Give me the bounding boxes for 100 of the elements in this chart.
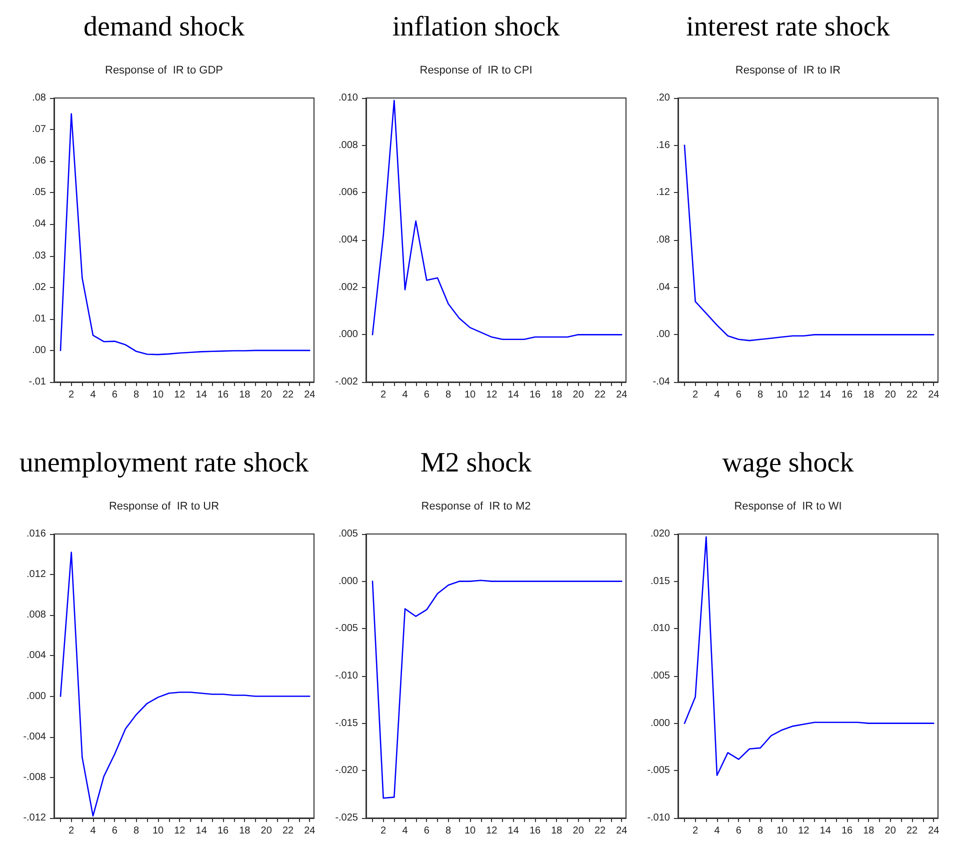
line-series (684, 144, 934, 342)
x-tick-label: 22 (594, 390, 606, 400)
y-tick-label: -.010 (335, 670, 358, 682)
x-tick-label: 6 (112, 826, 118, 836)
line-series (372, 580, 622, 799)
x-tick-label: 2 (380, 390, 387, 400)
x-tick-label: 24 (304, 826, 316, 836)
x-tick-label: 10 (152, 390, 164, 400)
y-tick-label: .008 (338, 140, 358, 151)
x-tick-label: 8 (446, 826, 452, 836)
y-tick-label: .008 (26, 610, 46, 621)
y-tick-label: .00 (656, 329, 670, 340)
x-tick-label: 6 (424, 826, 430, 836)
x-tick-label: 8 (758, 826, 764, 836)
y-tick-label: .06 (32, 156, 46, 167)
x-tick-label: 16 (841, 390, 853, 400)
x-tick-label: 2 (692, 390, 699, 400)
x-tick-label: 2 (68, 826, 75, 836)
x-tick-label: 10 (776, 390, 788, 400)
x-tick-label: 22 (282, 390, 294, 400)
y-tick-label: -.012 (23, 812, 46, 824)
x-tick-label: 12 (486, 390, 498, 400)
y-tick-label: .004 (26, 650, 46, 662)
x-tick-label: 24 (928, 390, 940, 400)
x-tick-label: 16 (217, 390, 229, 400)
y-tick-label: .000 (338, 576, 358, 587)
x-tick-label: 10 (152, 826, 164, 836)
x-tick-label: 14 (820, 826, 832, 836)
x-tick-label: 4 (90, 390, 96, 400)
y-tick-label: .20 (656, 92, 670, 104)
x-tick-label: 12 (174, 826, 186, 836)
x-tick-label: 18 (551, 826, 563, 836)
y-tick-label: -.002 (335, 376, 358, 388)
chart-title: inflation shock (392, 12, 560, 42)
y-tick-label: -.010 (647, 812, 670, 824)
x-tick-label: 18 (863, 826, 875, 836)
y-tick-label: -.005 (335, 623, 358, 634)
x-tick-label: 14 (508, 826, 520, 836)
y-tick-label: .004 (338, 234, 358, 246)
y-tick-label: -.020 (335, 765, 358, 776)
chart-title: interest rate shock (686, 12, 890, 42)
y-tick-label: .12 (656, 187, 670, 198)
y-tick-label: .000 (338, 329, 358, 340)
x-tick-label: 4 (714, 826, 720, 836)
line-series (684, 536, 934, 776)
chart-subtitle: Response of IR to GDP (105, 64, 223, 76)
y-tick-label: .16 (656, 140, 670, 151)
y-tick-label: .08 (656, 234, 670, 246)
x-tick-label: 24 (616, 826, 628, 836)
x-tick-label: 2 (68, 390, 75, 400)
x-tick-label: 6 (736, 826, 742, 836)
line-series (372, 100, 622, 340)
chart-title: wage shock (722, 448, 854, 478)
y-tick-label: .015 (650, 576, 670, 587)
x-tick-label: 20 (260, 390, 272, 400)
y-tick-label: .002 (338, 282, 358, 293)
line-series (60, 552, 310, 817)
y-tick-label: .005 (338, 528, 358, 540)
x-tick-label: 16 (529, 390, 541, 400)
chart-title: demand shock (84, 12, 244, 42)
y-tick-label: .005 (650, 670, 670, 682)
x-tick-label: 8 (134, 826, 140, 836)
x-tick-label: 6 (736, 390, 742, 400)
y-tick-label: .08 (32, 92, 46, 104)
x-tick-label: 18 (239, 390, 251, 400)
x-tick-label: 14 (820, 390, 832, 400)
x-tick-label: 10 (464, 826, 476, 836)
x-tick-label: 4 (714, 390, 720, 400)
y-tick-label: .00 (32, 344, 46, 356)
x-tick-label: 24 (304, 390, 316, 400)
x-tick-label: 22 (282, 826, 294, 836)
x-tick-label: 8 (134, 390, 140, 400)
x-tick-label: 22 (906, 390, 918, 400)
x-tick-label: 14 (196, 826, 208, 836)
x-tick-label: 22 (594, 826, 606, 836)
x-tick-label: 20 (884, 826, 896, 836)
x-tick-label: 8 (446, 390, 452, 400)
y-tick-label: -.01 (28, 376, 46, 388)
line-series (60, 113, 310, 356)
y-tick-label: .02 (32, 282, 46, 293)
x-tick-label: 4 (90, 826, 96, 836)
y-tick-label: .07 (32, 124, 46, 136)
x-tick-label: 22 (906, 826, 918, 836)
chart-title: M2 shock (420, 448, 532, 478)
y-tick-label: .04 (32, 218, 46, 230)
x-tick-label: 12 (798, 390, 810, 400)
y-tick-label: .010 (650, 623, 670, 634)
x-tick-label: 20 (572, 390, 584, 400)
y-tick-label: .016 (26, 528, 46, 540)
y-tick-label: .05 (32, 187, 46, 198)
x-tick-label: 16 (217, 826, 229, 836)
x-tick-label: 18 (863, 390, 875, 400)
chart-subtitle: Response of IR to CPI (420, 64, 532, 76)
x-tick-label: 20 (572, 826, 584, 836)
x-tick-label: 18 (239, 826, 251, 836)
x-tick-label: 2 (380, 826, 387, 836)
y-tick-label: -.008 (23, 772, 46, 783)
x-tick-label: 18 (551, 390, 563, 400)
x-tick-label: 6 (424, 390, 430, 400)
y-tick-label: -.025 (335, 812, 358, 824)
